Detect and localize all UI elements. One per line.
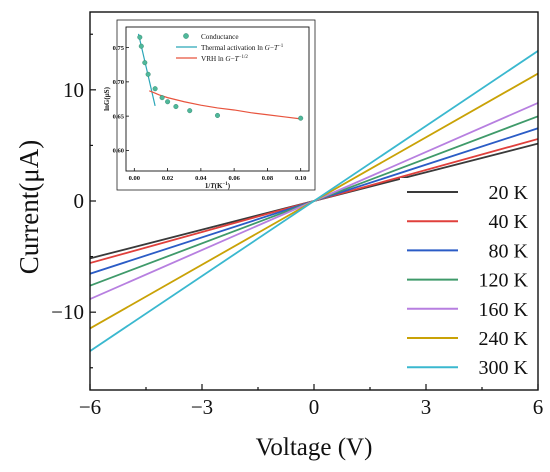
series-lines xyxy=(90,50,538,352)
conductance-point xyxy=(165,99,171,105)
legend-label-40-k: 40 K xyxy=(489,211,529,233)
legend-label-120-k: 120 K xyxy=(479,270,529,292)
inset-legend-marker xyxy=(183,33,189,39)
inset-x-tick-label: 0.10 xyxy=(295,175,306,182)
y-tick-label: 0 xyxy=(74,189,85,213)
inset-legend-label: Thermal activation ln G−T−1 xyxy=(201,44,284,52)
inset-y-tick-label: 0.75 xyxy=(113,45,125,52)
conductance-point xyxy=(152,86,158,92)
legend-label-20-k: 20 K xyxy=(489,182,529,204)
x-tick-label: 3 xyxy=(421,395,432,419)
main-legend: 20 K 40 K 80 K 120 K 160 K 240 K 300 K xyxy=(400,178,532,384)
inset-plot-frame xyxy=(125,26,310,172)
x-tick-label: 0 xyxy=(309,395,320,419)
inset-y-tick-label: 0.60 xyxy=(113,148,124,155)
inset-y-tick-label: 0.70 xyxy=(113,79,124,86)
inset-y-axis-title: lnG(μS) xyxy=(103,86,111,110)
conductance-point xyxy=(173,104,179,110)
legend-label-240-k: 240 K xyxy=(479,328,529,350)
conductance-point xyxy=(145,71,151,77)
y-tick-label: 10 xyxy=(63,78,84,102)
conductance-point xyxy=(138,43,144,49)
legend-background xyxy=(400,178,532,384)
inset-x-tick-label: 0.04 xyxy=(195,175,207,182)
inset-x-tick-label: 0.00 xyxy=(129,175,140,182)
x-tick-label: 6 xyxy=(533,395,544,419)
inset-x-tick-label: 0.06 xyxy=(228,175,240,182)
conductance-point xyxy=(187,108,193,114)
conductance-point xyxy=(298,115,304,121)
inset-x-axis-title: 1/T(K−1) xyxy=(205,182,231,190)
inset-y-tick-label: 0.65 xyxy=(113,113,125,120)
vrh-fit-line xyxy=(149,90,301,120)
conductance-point xyxy=(142,60,148,66)
inset-legend-label: Conductance xyxy=(201,33,239,41)
conductance-point xyxy=(159,95,165,101)
y-axis-title: Current(μA) xyxy=(14,140,44,274)
main-chart: −6 −3 0 3 6 −10 0 10 Voltage (V) Current(μA) 20 K 4… xyxy=(14,11,544,461)
series-line-300-k xyxy=(90,50,538,352)
x-axis-title: Voltage (V) xyxy=(256,434,373,461)
inset-x-tick-label: 0.08 xyxy=(262,175,274,182)
x-tick-label: −3 xyxy=(191,395,213,419)
inset-legend-label: VRH ln G−T−1/2 xyxy=(201,55,248,63)
conductance-point xyxy=(214,112,220,118)
conductance-point xyxy=(137,34,143,40)
inset-box xyxy=(116,19,316,191)
inset-x-tick-label: 0.02 xyxy=(162,175,173,182)
legend-label-160-k: 160 K xyxy=(479,299,529,321)
inset-chart: 0.00 0.02 0.04 0.06 0.08 0.10 0.60 0.65 0.70 0.75… xyxy=(103,19,316,191)
legend-label-300-k: 300 K xyxy=(479,357,529,379)
legend-label-80-k: 80 K xyxy=(489,240,529,262)
x-tick-label: −6 xyxy=(79,395,101,419)
y-tick-label: −10 xyxy=(51,300,84,324)
